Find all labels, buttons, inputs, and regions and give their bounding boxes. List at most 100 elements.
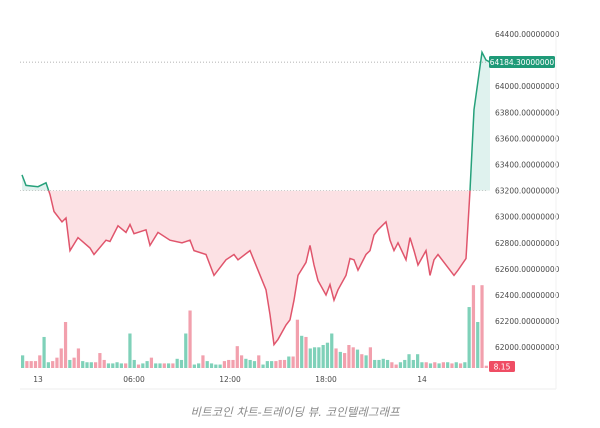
- volume-bar: [385, 359, 390, 368]
- current-price-label-bg: [489, 56, 555, 68]
- volume-histogram: [21, 285, 488, 368]
- volume-bar: [480, 285, 484, 368]
- price-line-below: [47, 190, 471, 347]
- volume-bar: [334, 348, 338, 368]
- y-tick-label: 63600.00000000: [495, 134, 560, 143]
- volume-bar: [308, 348, 312, 368]
- volume-bar: [398, 362, 403, 368]
- image-caption: 비트코인 차트-트레이딩 뷰. 코인텔레그래프: [190, 405, 400, 419]
- volume-bar: [239, 355, 244, 368]
- volume-bar: [265, 361, 269, 368]
- volume-bar: [68, 359, 72, 368]
- baseline-areas: [22, 52, 490, 345]
- volume-bar: [145, 361, 149, 368]
- volume-bar: [287, 356, 291, 368]
- volume-bar: [347, 345, 351, 368]
- volume-bar: [463, 362, 467, 368]
- y-tick-label: 62600.00000000: [495, 265, 560, 274]
- volume-bar: [257, 355, 261, 368]
- current-volume-label-bg: [489, 361, 515, 372]
- volume-bar: [321, 345, 325, 368]
- volume-bar: [132, 359, 136, 368]
- x-tick-label: 12:00: [219, 375, 241, 384]
- volume-bar: [407, 354, 411, 368]
- volume-bar: [282, 359, 287, 368]
- volume-bar: [467, 307, 471, 368]
- volume-bar: [184, 333, 188, 368]
- y-tick-label: 64000.00000000: [495, 82, 560, 91]
- volume-bar: [38, 355, 42, 368]
- volume-bar: [21, 355, 25, 368]
- volume-bar: [403, 359, 407, 368]
- y-tick-label: 63800.00000000: [495, 108, 560, 117]
- volume-bar: [106, 363, 111, 368]
- volume-bar: [441, 362, 445, 368]
- volume-bar: [338, 351, 342, 368]
- x-tick-label: 06:00: [123, 375, 145, 384]
- volume-bar: [128, 333, 132, 368]
- y-tick-label: 62400.00000000: [495, 291, 560, 300]
- volume-bar: [141, 363, 145, 368]
- volume-bar: [428, 363, 433, 368]
- volume-bar: [192, 364, 196, 368]
- volume-bar: [154, 363, 158, 368]
- volume-bar: [330, 333, 334, 368]
- volume-bar: [98, 353, 102, 368]
- volume-bar: [270, 361, 274, 368]
- volume-bar: [351, 347, 355, 368]
- volume-bar: [274, 361, 278, 368]
- volume-bar: [46, 362, 50, 368]
- volume-bar: [291, 356, 295, 368]
- volume-bar: [33, 361, 38, 368]
- volume-bar: [373, 359, 377, 368]
- current-price-label: 64184.30000000: [489, 56, 555, 68]
- volume-bar: [205, 361, 209, 368]
- volume-bar: [63, 322, 68, 368]
- volume-bar: [343, 353, 347, 368]
- y-tick-label: 62000.00000000: [495, 343, 560, 352]
- volume-bar: [252, 361, 257, 368]
- current-volume-label: 8.15: [489, 361, 515, 372]
- volume-bar: [209, 363, 214, 368]
- volume-bar: [446, 362, 450, 368]
- volume-bar: [360, 354, 364, 368]
- y-axis: 64400.00000000 64000.00000000 63800.000000…: [495, 30, 560, 352]
- volume-bar: [214, 364, 218, 368]
- volume-bar: [188, 310, 192, 368]
- volume-bar: [312, 347, 317, 368]
- volume-bar: [76, 348, 81, 368]
- volume-bar: [433, 362, 437, 368]
- volume-bar: [93, 362, 98, 368]
- volume-bar: [317, 347, 321, 368]
- x-tick-label: 18:00: [315, 375, 337, 384]
- y-tick-label: 63200.00000000: [495, 187, 560, 196]
- volume-bar: [201, 355, 205, 368]
- x-tick-label: 13: [33, 375, 43, 384]
- volume-bar: [394, 364, 398, 368]
- volume-bar: [218, 364, 222, 368]
- volume-bar: [231, 359, 235, 368]
- y-tick-label: 63400.00000000: [495, 161, 560, 170]
- volume-bar: [222, 361, 227, 368]
- volume-bar: [248, 359, 252, 368]
- volume-bar: [458, 363, 463, 368]
- volume-bar: [416, 354, 420, 368]
- volume-bar: [300, 335, 304, 368]
- volume-bar: [235, 346, 239, 368]
- volume-bar: [325, 342, 330, 368]
- volume-bar: [162, 363, 166, 368]
- volume-bar: [59, 348, 63, 368]
- volume-bar: [55, 357, 59, 368]
- volume-bar: [158, 363, 162, 368]
- volume-bar: [454, 362, 458, 368]
- volume-bar: [166, 363, 171, 368]
- volume-bar: [85, 362, 89, 368]
- volume-bar: [261, 364, 265, 368]
- volume-bar: [278, 359, 282, 368]
- volume-bar: [227, 359, 231, 368]
- price-line: [21, 49, 491, 347]
- volume-bar: [102, 359, 106, 368]
- volume-bar: [115, 362, 119, 368]
- volume-bar: [51, 361, 55, 368]
- y-tick-label: 62800.00000000: [495, 239, 560, 248]
